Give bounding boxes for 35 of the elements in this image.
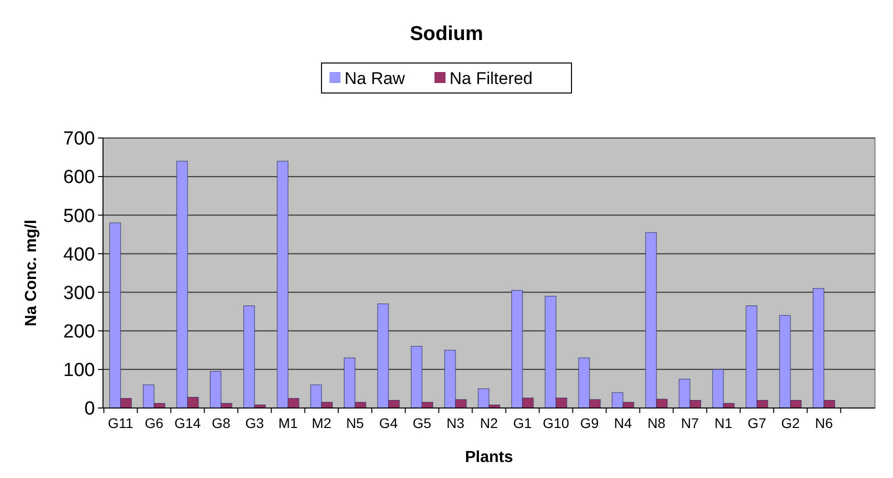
- x-tick-label: N4: [614, 415, 632, 431]
- x-tick-label: G11: [108, 415, 134, 431]
- x-tick-label: G7: [748, 415, 766, 431]
- x-tick-label: G8: [212, 415, 231, 431]
- y-tick-label: 700: [63, 128, 95, 150]
- x-tick-label: N8: [648, 415, 666, 431]
- x-tick-label: N5: [346, 415, 364, 431]
- chart-title: Sodium: [410, 23, 484, 45]
- x-tick-label: N3: [446, 415, 465, 431]
- x-tick-label: M1: [278, 415, 298, 431]
- x-tick-label: G3: [245, 415, 264, 431]
- x-tick-label: N1: [714, 415, 733, 431]
- x-tick-label: G1: [513, 415, 532, 431]
- legend-label: Na Raw: [344, 69, 406, 88]
- x-tick-label: G2: [781, 415, 800, 431]
- y-tick-label: 300: [63, 282, 95, 304]
- x-tick-label: G4: [379, 415, 398, 431]
- y-tick-label: 200: [63, 322, 95, 343]
- x-tick-label: G5: [412, 415, 432, 431]
- x-tick-label: M2: [312, 415, 332, 431]
- y-tick-label: 100: [63, 360, 95, 382]
- x-tick-label: N6: [814, 415, 834, 431]
- y-tick-label: 0: [84, 398, 95, 420]
- x-tick-label: G14: [174, 415, 202, 431]
- x-tick-label: G6: [144, 415, 164, 431]
- y-tick-label: 600: [63, 167, 95, 188]
- y-tick-label: 400: [63, 244, 95, 266]
- y-axis-title: Na Conc. mg/l: [23, 220, 40, 326]
- x-tick-label: N7: [681, 415, 700, 431]
- x-axis-title: Plants: [464, 449, 514, 466]
- y-tick-label: 500: [63, 206, 95, 227]
- x-tick-label: N2: [480, 415, 498, 431]
- x-tick-label: G10: [542, 415, 570, 431]
- legend-label: Na Filtered: [450, 69, 533, 88]
- x-tick-label: G9: [580, 415, 600, 431]
